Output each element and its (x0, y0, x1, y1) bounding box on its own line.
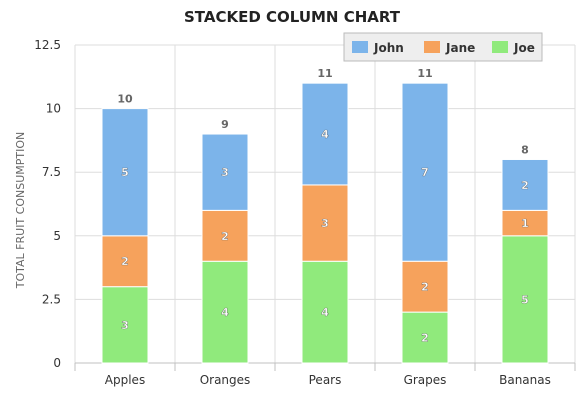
legend[interactable]: John Jane Joe (343, 32, 543, 62)
x-tick-label: Grapes (404, 373, 447, 387)
data-label: 3 (221, 166, 229, 179)
bar-segment-jane[interactable] (501, 209, 549, 237)
bar-segment-john[interactable] (201, 133, 249, 211)
data-label: 3 (121, 319, 129, 332)
bar-segment-jane[interactable] (301, 184, 349, 262)
data-label: 4 (221, 306, 229, 319)
chart-title: STACKED COLUMN CHART (184, 8, 401, 26)
data-label: 5 (121, 166, 129, 179)
bar-segment-john[interactable] (301, 82, 349, 186)
bar-segment-john[interactable] (101, 108, 149, 237)
data-label: 5 (521, 293, 529, 306)
legend-swatch (492, 41, 508, 53)
data-label: 2 (421, 332, 429, 345)
bar-segment-jane[interactable] (401, 260, 449, 313)
stack-total-label: 11 (417, 67, 432, 80)
data-label: 7 (421, 166, 429, 179)
legend-swatch (352, 41, 368, 53)
legend-item-joe[interactable]: Joe (492, 41, 535, 55)
y-tick-label: 7.5 (42, 165, 61, 179)
data-label: 2 (521, 179, 529, 192)
bar-segment-joe[interactable] (101, 286, 149, 364)
data-label: 2 (221, 230, 229, 243)
bar-segment-john[interactable] (401, 82, 449, 262)
x-tick-label: Pears (309, 373, 342, 387)
data-label: 4 (321, 306, 329, 319)
x-axis-ticks: Apples Oranges Pears Grapes Bananas (74, 363, 576, 387)
legend-box (343, 32, 543, 62)
y-tick-label: 12.5 (34, 38, 61, 52)
x-tick-label: Oranges (200, 373, 251, 387)
bar-segment-jane[interactable] (201, 209, 249, 262)
y-axis-ticks: 0 2.5 5 7.5 10 12.5 (34, 38, 61, 370)
x-tick-label: Bananas (499, 373, 551, 387)
data-label: 1 (521, 217, 529, 230)
stack-total-label: 10 (117, 93, 133, 106)
bar-segment-joe[interactable] (401, 311, 449, 364)
data-label: 4 (321, 128, 329, 141)
bar-segment-joe[interactable] (301, 260, 349, 364)
bar-segment-john[interactable] (501, 158, 549, 211)
stack-total-label: 9 (221, 118, 229, 131)
legend-item-jane[interactable]: Jane (424, 41, 475, 55)
bars: 3 2 5 10 4 2 3 9 4 3 4 11 2 2 7 11 5 1 2 8 (101, 67, 549, 364)
y-tick-label: 10 (46, 102, 61, 116)
legend-label: John (373, 41, 404, 55)
y-tick-label: 2.5 (42, 292, 61, 306)
bar-segment-joe[interactable] (501, 235, 549, 364)
legend-label: Joe (513, 41, 535, 55)
legend-label: Jane (445, 41, 475, 55)
y-tick-label: 5 (53, 229, 61, 243)
data-label: 2 (121, 255, 129, 268)
stack-total-label: 8 (521, 143, 529, 156)
data-label: 2 (421, 281, 429, 294)
legend-item-john[interactable]: John (352, 41, 404, 55)
y-tick-label: 0 (53, 356, 61, 370)
legend-swatch (424, 41, 440, 53)
stack-total-label: 11 (317, 67, 332, 80)
x-tick-label: Apples (105, 373, 145, 387)
data-label: 3 (321, 217, 329, 230)
y-axis-label: TOTAL FRUIT CONSUMPTION (14, 132, 27, 289)
